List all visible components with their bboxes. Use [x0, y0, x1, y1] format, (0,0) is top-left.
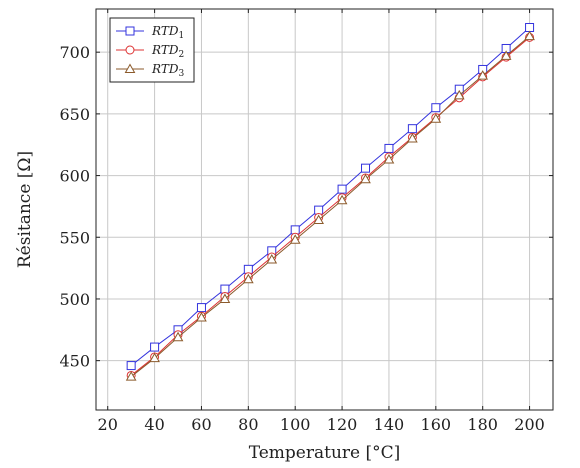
y-tick-label: 600 [59, 167, 90, 186]
series-layer [125, 23, 535, 381]
x-tick-label: 40 [144, 415, 164, 434]
data-point [477, 70, 489, 80]
series-2 [126, 32, 535, 380]
x-tick-label: 180 [467, 415, 498, 434]
data-point [313, 214, 324, 224]
series-1 [126, 23, 535, 371]
x-tick-label: 80 [238, 415, 258, 434]
ticks [96, 9, 553, 410]
data-point [219, 293, 231, 303]
data-point [500, 50, 512, 60]
data-point [220, 284, 230, 294]
legend-marker [125, 26, 135, 36]
data-point [289, 234, 301, 244]
x-tick-label: 100 [280, 415, 311, 434]
plot-frame [95, 8, 554, 411]
data-point [290, 225, 300, 235]
legend-marker [125, 45, 135, 55]
data-point [196, 311, 207, 322]
y-tick-label: 700 [59, 43, 90, 62]
y-axis-label: Résitance [Ω] [15, 151, 35, 268]
x-tick-label: 200 [514, 415, 545, 434]
data-point [525, 23, 535, 33]
legend-marker [124, 63, 136, 73]
y-tick-label: 650 [59, 105, 90, 124]
data-point [407, 124, 417, 134]
data-point [266, 253, 278, 264]
data-point [150, 342, 160, 352]
data-point [242, 273, 254, 284]
legend-label: RTD2 [151, 43, 184, 60]
legend-item: RTD3 [116, 62, 184, 79]
legend-item: RTD1 [116, 24, 184, 41]
data-point [431, 103, 441, 113]
y-tick-label: 500 [59, 290, 90, 309]
data-point [125, 371, 137, 381]
data-point [360, 173, 371, 184]
data-point [384, 143, 394, 153]
data-point [383, 154, 395, 164]
y-tick-label: 550 [59, 228, 90, 247]
data-point [453, 89, 465, 100]
legend: RTD1 RTD2 RTD3 [109, 17, 195, 83]
data-point [172, 331, 184, 342]
x-tick-label: 60 [191, 415, 211, 434]
legend-label: RTD3 [151, 62, 184, 79]
data-point [430, 113, 442, 123]
series-line [130, 36, 530, 376]
data-point [243, 264, 253, 274]
data-point [149, 352, 160, 363]
grid [96, 9, 553, 410]
x-tick-label: 120 [327, 415, 358, 434]
data-point [524, 30, 535, 41]
series-line [130, 35, 530, 378]
tick-labels: 20 40 60 80 100 120 140 160 180 200 450 500 550 600 65… [59, 43, 544, 434]
y-tick-label: 450 [59, 352, 90, 371]
data-point [126, 361, 136, 371]
data-point [361, 163, 371, 173]
x-tick-label: 20 [98, 415, 118, 434]
x-tick-label: 160 [421, 415, 452, 434]
data-point [336, 194, 348, 205]
x-tick-label: 140 [374, 415, 405, 434]
data-point [314, 205, 324, 215]
data-point [407, 133, 418, 143]
legend-label: RTD1 [151, 24, 184, 41]
data-point [337, 184, 347, 194]
x-axis-label: Temperature [°C] [249, 443, 401, 463]
series-3 [125, 30, 535, 381]
legend-item: RTD2 [116, 43, 184, 60]
data-point [196, 303, 206, 313]
